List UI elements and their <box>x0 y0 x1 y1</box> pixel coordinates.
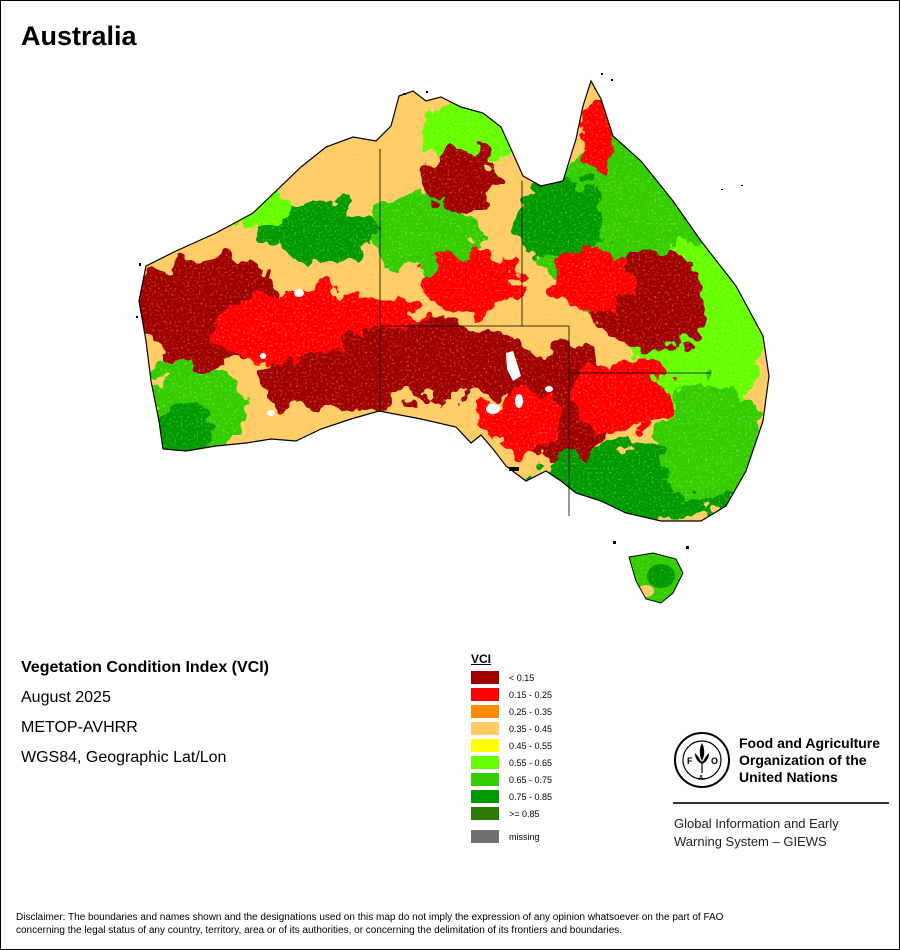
svg-text:O: O <box>711 756 718 766</box>
offshore-islands <box>136 73 743 549</box>
legend-item: < 0.15 <box>471 669 552 686</box>
giews-name-line: Global Information and Early <box>674 816 839 831</box>
legend-item-missing: missing <box>471 828 552 845</box>
legend-item: 0.35 - 0.45 <box>471 720 552 737</box>
legend-label: < 0.15 <box>509 672 535 683</box>
legend-label: 0.35 - 0.45 <box>509 723 553 734</box>
legend-swatch <box>471 807 499 820</box>
legend-item: 0.65 - 0.75 <box>471 771 552 788</box>
legend-item: 0.75 - 0.85 <box>471 788 552 805</box>
legend-label: 0.55 - 0.65 <box>509 757 553 768</box>
tasmania-outline <box>628 552 684 604</box>
legend-title: VCI <box>471 652 492 666</box>
fao-divider <box>673 802 889 804</box>
projection: WGS84, Geographic Lat/Lon <box>21 749 227 766</box>
tasmania-vci <box>629 553 683 603</box>
legend-label-missing: missing <box>509 831 540 842</box>
mainland-outline <box>138 79 770 522</box>
state-boundaries <box>379 149 711 516</box>
legend-item: >= 0.85 <box>471 805 552 822</box>
legend-item: 0.15 - 0.25 <box>471 686 552 703</box>
svg-text:F: F <box>687 756 693 766</box>
legend-swatch <box>471 739 499 752</box>
legend-swatch <box>471 773 499 786</box>
map-title: Australia <box>21 21 137 51</box>
index-name: Vegetation Condition Index (VCI) <box>21 659 269 676</box>
legend-item: 0.25 - 0.35 <box>471 703 552 720</box>
legend-label: 0.25 - 0.35 <box>509 706 553 717</box>
legend-item: 0.45 - 0.55 <box>471 737 552 754</box>
legend-label: >= 0.85 <box>509 808 540 819</box>
mainland-vci <box>139 81 769 521</box>
legend-swatch <box>471 688 499 701</box>
legend-label: 0.15 - 0.25 <box>509 689 553 700</box>
disclaimer: Disclaimer: The boundaries and names sho… <box>16 911 886 937</box>
fao-logo-icon: F O A <box>674 732 730 788</box>
sensor-name: METOP-AVHRR <box>21 719 138 736</box>
fao-name-line: Organization of the <box>739 752 867 768</box>
legend-label: 0.65 - 0.75 <box>509 774 553 785</box>
vci-map <box>136 73 770 604</box>
legend-label: 0.45 - 0.55 <box>509 740 553 751</box>
giews-name-line: Warning System – GIEWS <box>674 834 827 849</box>
legend: VCI < 0.15 0.15 - 0.25 0.25 - 0.35 0.35 … <box>471 652 552 845</box>
legend-swatch <box>471 705 499 718</box>
legend-item: 0.55 - 0.65 <box>471 754 552 771</box>
legend-label: 0.75 - 0.85 <box>509 791 553 802</box>
fao-name: Food and Agriculture Organization of the… <box>739 735 880 786</box>
legend-swatch <box>471 722 499 735</box>
fao-name-line: Food and Agriculture <box>739 735 881 751</box>
legend-swatch-missing <box>471 830 499 843</box>
fao-name-line: United Nations <box>739 769 838 785</box>
legend-swatch <box>471 790 499 803</box>
disclaimer-line: concerning the legal status of any count… <box>16 925 623 936</box>
svg-text:A: A <box>699 775 704 782</box>
giews-name: Global Information and Early Warning Sys… <box>674 815 839 851</box>
disclaimer-line: Disclaimer: The boundaries and names sho… <box>16 912 724 923</box>
legend-swatch <box>471 671 499 684</box>
legend-swatch <box>471 756 499 769</box>
map-date: August 2025 <box>21 689 111 706</box>
